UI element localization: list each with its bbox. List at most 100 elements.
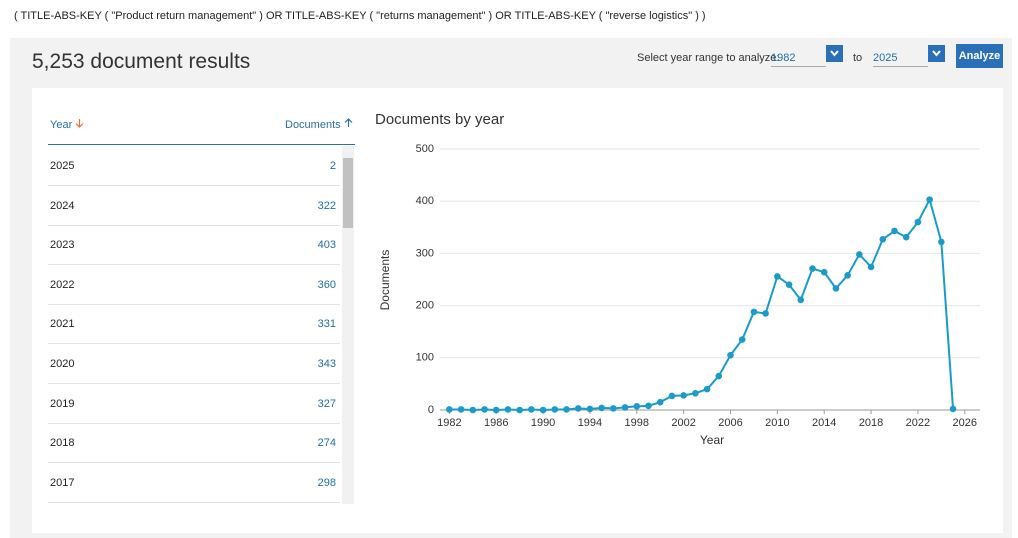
document-count[interactable]: 360 — [317, 278, 336, 291]
data-point — [949, 405, 957, 413]
document-count[interactable]: 274 — [317, 437, 336, 450]
y-tick-label: 100 — [416, 352, 434, 364]
scrollbar[interactable] — [342, 146, 354, 504]
data-point — [891, 227, 898, 235]
to-year-select[interactable]: 2025 — [873, 52, 928, 67]
x-tick-label: 2026 — [953, 417, 977, 429]
year-range-label: Select year range to analyze: — [637, 52, 780, 64]
header-text: Year — [50, 119, 73, 131]
data-point — [446, 406, 453, 413]
table-row: 2021 331 — [48, 304, 340, 345]
to-dropdown[interactable] — [928, 45, 945, 62]
data-point — [492, 406, 500, 414]
data-point — [680, 392, 687, 399]
search-query: ( TITLE-ABS-KEY ( "Product return manage… — [14, 10, 706, 22]
year-cell: 2021 — [50, 318, 75, 331]
data-point — [563, 406, 570, 413]
document-count[interactable]: 298 — [317, 476, 336, 489]
data-line — [449, 196, 955, 412]
x-axis-label: Year — [700, 433, 724, 447]
y-tick-label: 0 — [428, 404, 434, 416]
year-cell: 2022 — [50, 278, 75, 291]
to-label: to — [853, 52, 863, 64]
year-cell: 2023 — [50, 239, 75, 252]
data-point — [668, 392, 676, 400]
data-point — [574, 405, 582, 412]
x-tick-label: 2014 — [812, 417, 836, 429]
table-row: 2020 343 — [48, 344, 340, 384]
data-point — [516, 406, 523, 414]
year-cell: 2025 — [50, 160, 75, 172]
data-point — [481, 406, 488, 413]
x-tick-label: 1994 — [578, 417, 602, 429]
year-cell: 2017 — [50, 476, 75, 489]
x-tick-label: 1998 — [625, 417, 649, 429]
table-row: 2023 403 — [48, 225, 340, 266]
data-point — [621, 404, 629, 411]
document-count[interactable]: 343 — [317, 358, 336, 370]
data-point — [539, 406, 547, 414]
table-row: 2018 274 — [48, 423, 340, 464]
data-point — [715, 372, 723, 380]
sort-icon — [75, 119, 84, 128]
documents-header[interactable]: Documents — [285, 118, 353, 131]
document-count[interactable]: 403 — [317, 239, 336, 252]
data-point — [867, 263, 875, 271]
x-tick-label: 2002 — [671, 417, 695, 429]
year-cell: 2024 — [50, 199, 75, 212]
document-count[interactable]: 2 — [329, 160, 336, 172]
data-point — [703, 385, 711, 393]
x-tick-label: 2006 — [718, 417, 742, 429]
data-point — [914, 218, 922, 226]
data-point — [457, 406, 465, 413]
document-count[interactable]: 331 — [317, 318, 336, 331]
data-point — [738, 336, 746, 343]
data-point — [551, 406, 559, 413]
header-rule — [48, 144, 355, 145]
data-point — [610, 405, 617, 412]
data-point — [879, 236, 887, 243]
chart-title: Documents by year — [375, 111, 504, 128]
data-point — [844, 272, 851, 279]
table-row: 2024 322 — [48, 186, 340, 226]
year-cell: 2018 — [50, 437, 75, 450]
year-cell: 2020 — [50, 358, 75, 370]
data-point — [656, 398, 664, 406]
year-header[interactable]: Year — [50, 118, 84, 131]
data-point — [774, 273, 781, 280]
y-tick-label: 200 — [416, 300, 434, 312]
sort-icon — [344, 118, 353, 127]
data-point — [528, 406, 535, 413]
data-point — [504, 406, 512, 413]
analysis-panel — [32, 88, 1003, 533]
y-tick-label: 300 — [416, 247, 434, 259]
x-tick-label: 1986 — [484, 417, 508, 429]
x-tick-label: 2010 — [765, 417, 789, 429]
y-tick-label: 400 — [416, 195, 434, 207]
table-row: 2017 298 — [48, 463, 340, 503]
from-year-select[interactable]: 1982 — [771, 52, 826, 67]
data-point — [902, 233, 910, 241]
data-point — [586, 405, 594, 413]
data-point — [727, 351, 734, 359]
y-tick-label: 500 — [416, 143, 434, 155]
x-tick-label: 1982 — [437, 417, 461, 429]
table-row: 2025 2 — [48, 146, 340, 186]
scroll-thumb[interactable] — [343, 158, 353, 228]
data-point — [469, 406, 477, 414]
data-point — [856, 251, 863, 258]
document-count[interactable]: 322 — [317, 199, 336, 212]
data-point — [645, 402, 652, 410]
table-row: 2022 360 — [48, 265, 340, 305]
data-point — [820, 268, 828, 276]
x-tick-label: 2018 — [859, 417, 883, 429]
data-point — [809, 265, 816, 272]
y-axis-label: Documents — [378, 250, 392, 311]
data-point — [797, 296, 805, 304]
data-point — [926, 196, 933, 203]
analyze-button[interactable]: Analyze — [956, 44, 1003, 68]
from-dropdown[interactable] — [826, 45, 843, 62]
document-count[interactable]: 327 — [317, 397, 336, 410]
